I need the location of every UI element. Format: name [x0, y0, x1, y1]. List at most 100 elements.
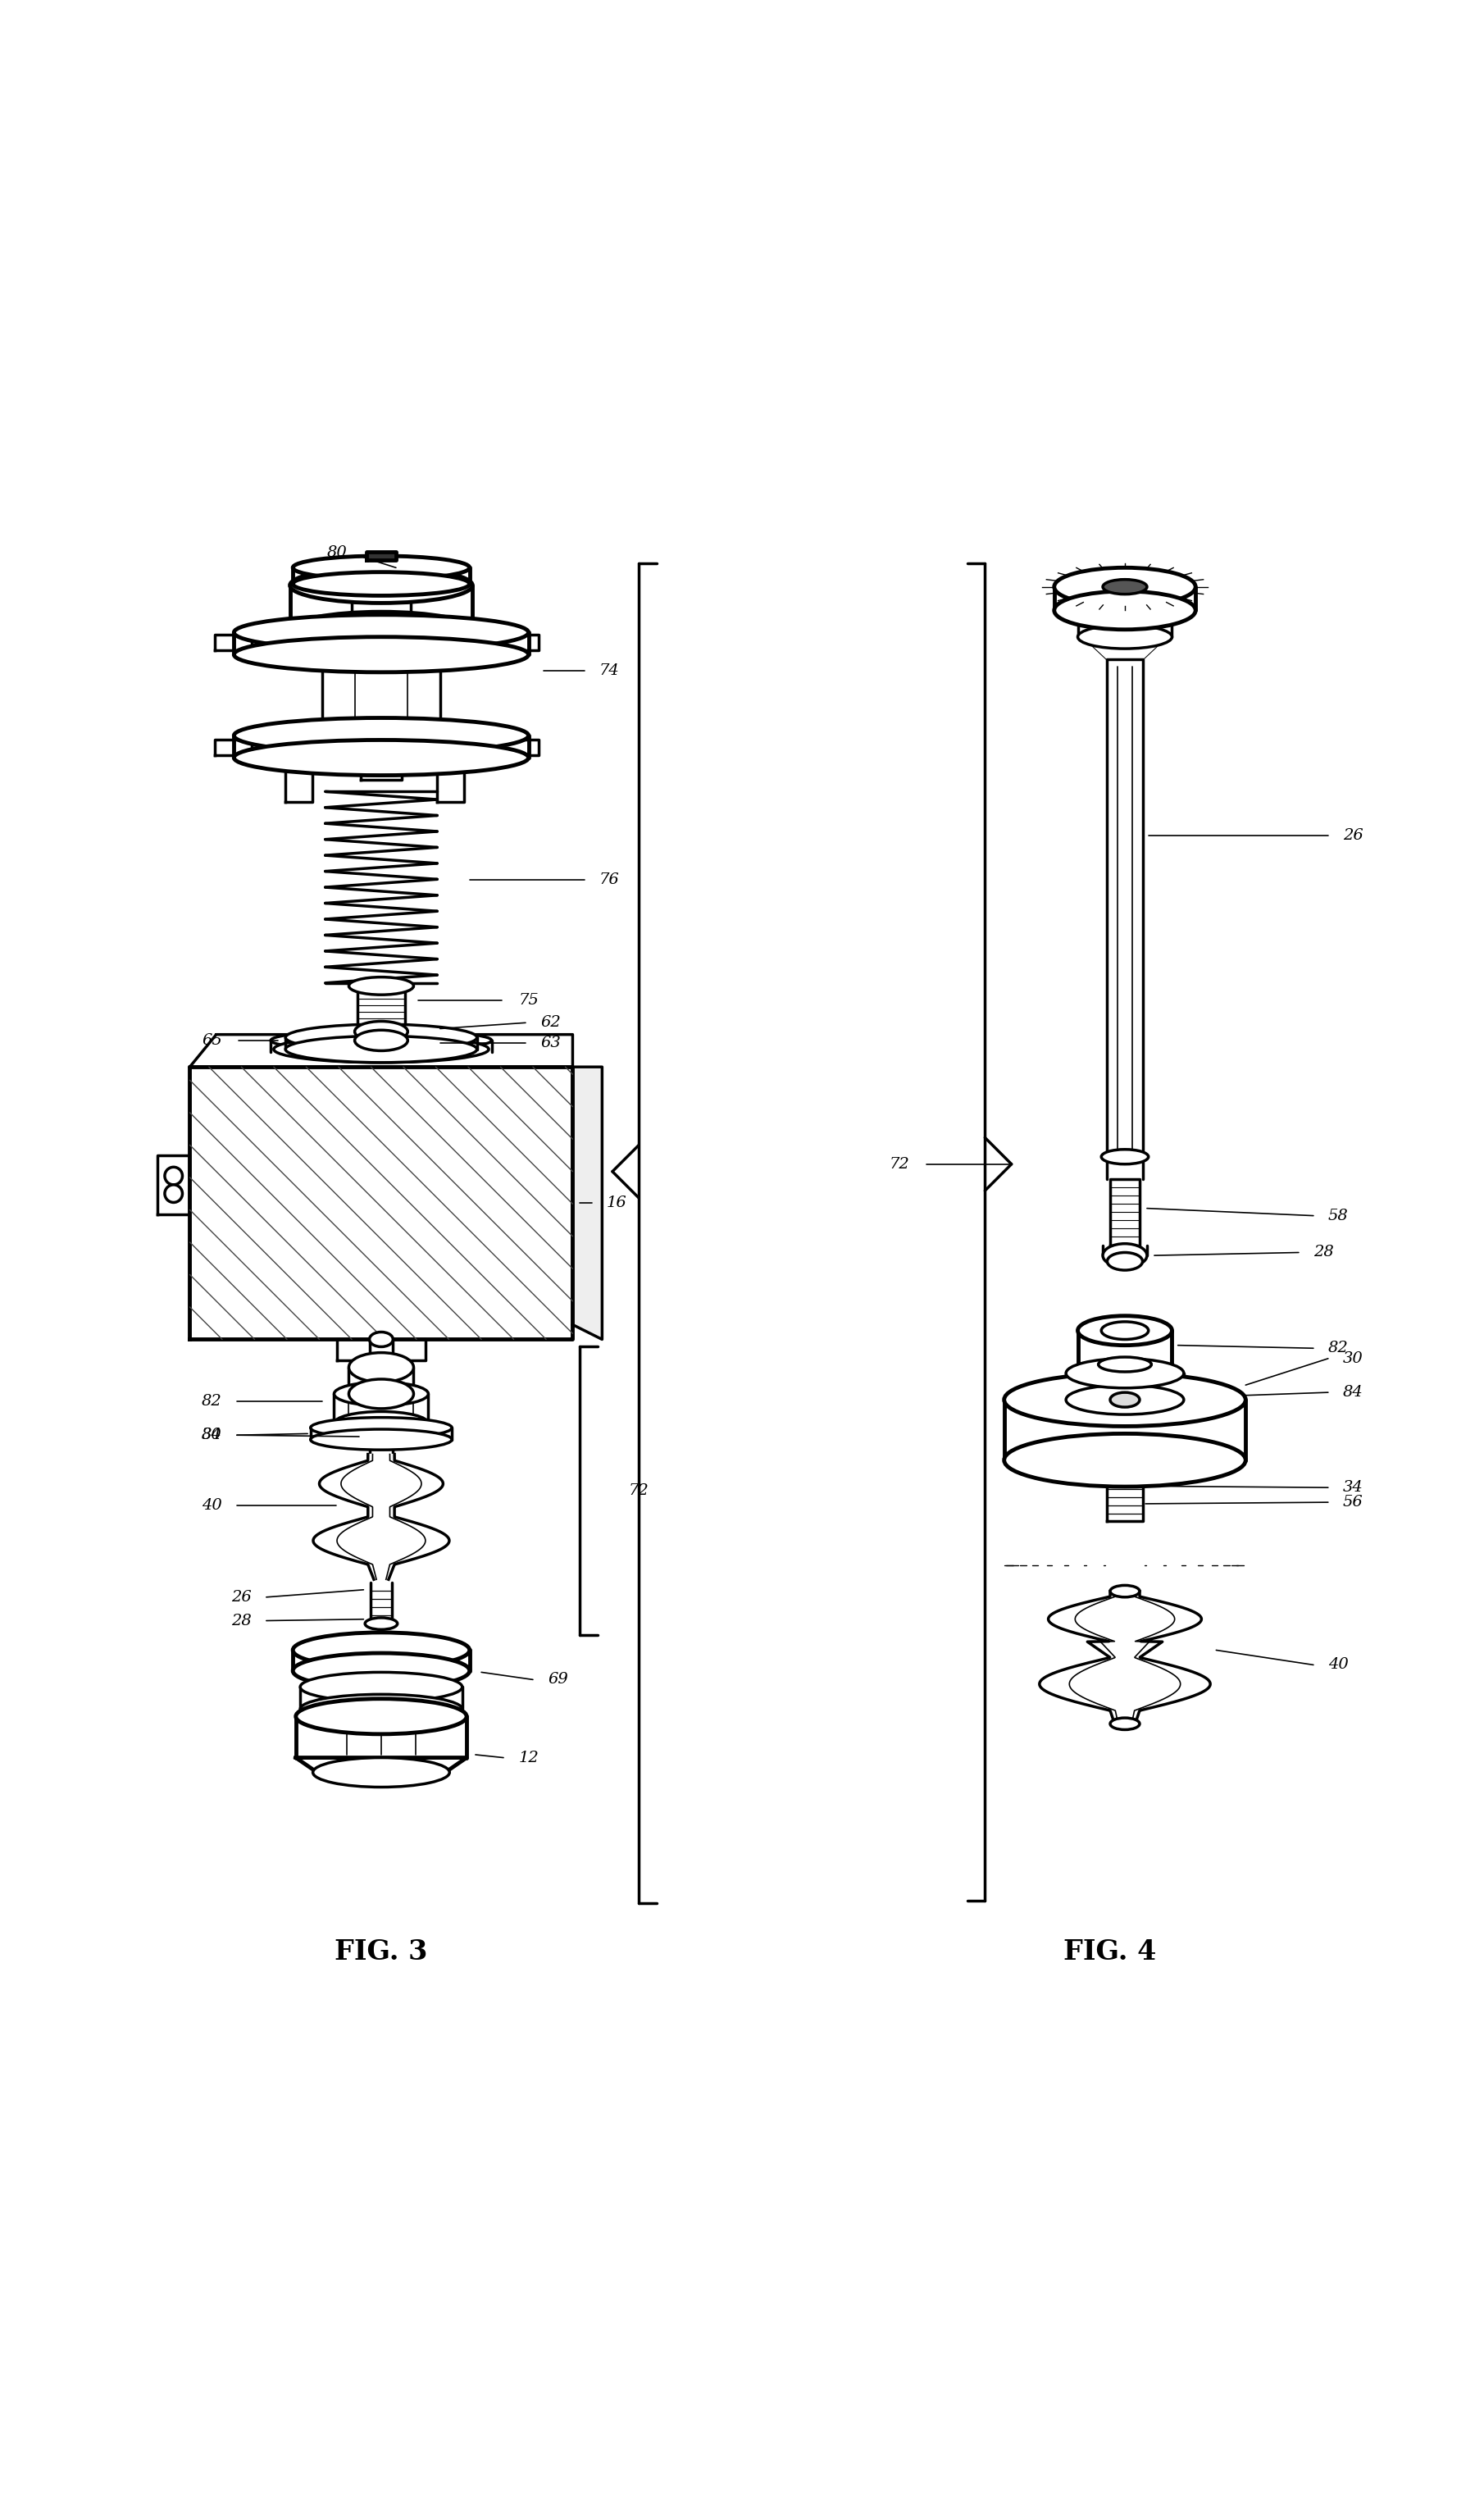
Ellipse shape — [289, 611, 472, 646]
Ellipse shape — [285, 1025, 476, 1050]
Ellipse shape — [165, 1167, 183, 1185]
Polygon shape — [502, 634, 539, 651]
Text: 76: 76 — [600, 872, 620, 887]
Polygon shape — [190, 1067, 573, 1340]
Ellipse shape — [349, 1380, 414, 1408]
Polygon shape — [1107, 659, 1143, 1157]
Ellipse shape — [1005, 1433, 1245, 1485]
Ellipse shape — [300, 1693, 462, 1723]
Ellipse shape — [1110, 1586, 1140, 1598]
Polygon shape — [215, 634, 252, 651]
Polygon shape — [573, 1067, 603, 1340]
Text: 28: 28 — [1313, 1245, 1334, 1260]
Text: 30: 30 — [202, 1428, 223, 1443]
Text: 75: 75 — [518, 994, 539, 1007]
Polygon shape — [1107, 1465, 1143, 1521]
Polygon shape — [337, 1340, 426, 1360]
Text: 40: 40 — [1328, 1658, 1349, 1673]
Ellipse shape — [1077, 1363, 1172, 1393]
Polygon shape — [358, 987, 405, 1037]
Text: 84: 84 — [1343, 1385, 1364, 1400]
Text: 30: 30 — [1343, 1350, 1364, 1365]
Ellipse shape — [1077, 626, 1172, 649]
Ellipse shape — [355, 1030, 408, 1050]
Polygon shape — [157, 1155, 190, 1215]
Ellipse shape — [349, 1353, 414, 1383]
Ellipse shape — [285, 1037, 476, 1062]
Ellipse shape — [1066, 1385, 1184, 1415]
Ellipse shape — [234, 739, 528, 777]
Ellipse shape — [313, 1759, 450, 1786]
Polygon shape — [215, 739, 252, 757]
Ellipse shape — [234, 719, 528, 754]
Polygon shape — [502, 739, 539, 757]
Ellipse shape — [234, 636, 528, 671]
Text: 16: 16 — [607, 1195, 626, 1210]
Text: FIG. 4: FIG. 4 — [1064, 1939, 1156, 1966]
Ellipse shape — [1101, 1323, 1149, 1340]
Ellipse shape — [234, 614, 528, 651]
Text: 40: 40 — [202, 1498, 223, 1513]
Text: 72: 72 — [889, 1157, 910, 1172]
Polygon shape — [367, 551, 396, 561]
Polygon shape — [322, 654, 441, 731]
Ellipse shape — [1066, 1358, 1184, 1388]
Polygon shape — [361, 757, 402, 779]
Ellipse shape — [1005, 1373, 1245, 1425]
Ellipse shape — [270, 1030, 491, 1050]
Polygon shape — [313, 1455, 450, 1581]
Text: 82: 82 — [202, 1393, 223, 1408]
Polygon shape — [1110, 1180, 1140, 1245]
Ellipse shape — [1098, 1358, 1152, 1373]
Ellipse shape — [355, 1022, 408, 1042]
Polygon shape — [438, 757, 463, 802]
Text: 82: 82 — [1328, 1340, 1349, 1355]
Polygon shape — [285, 757, 312, 802]
Ellipse shape — [1103, 1242, 1147, 1268]
Text: 56: 56 — [1343, 1495, 1364, 1511]
Polygon shape — [322, 1671, 441, 1686]
Ellipse shape — [349, 977, 414, 994]
Ellipse shape — [1077, 1315, 1172, 1345]
Ellipse shape — [1054, 591, 1196, 629]
Ellipse shape — [1107, 1252, 1143, 1270]
Text: 84: 84 — [202, 1428, 223, 1443]
Text: 58: 58 — [1328, 1207, 1349, 1222]
Bar — [190, 1067, 573, 1340]
Ellipse shape — [370, 1333, 393, 1348]
Ellipse shape — [334, 1410, 429, 1435]
Polygon shape — [295, 1759, 466, 1774]
Text: 26: 26 — [232, 1591, 251, 1606]
Ellipse shape — [292, 1633, 469, 1668]
Text: 12: 12 — [518, 1751, 539, 1766]
Ellipse shape — [1054, 569, 1196, 606]
Text: 72: 72 — [629, 1483, 649, 1498]
Ellipse shape — [310, 1430, 453, 1450]
Text: 63: 63 — [540, 1037, 561, 1050]
Ellipse shape — [300, 1673, 462, 1701]
Ellipse shape — [1077, 599, 1172, 621]
Ellipse shape — [292, 556, 469, 579]
Ellipse shape — [1103, 579, 1147, 594]
Ellipse shape — [289, 569, 472, 604]
Polygon shape — [1083, 636, 1166, 659]
Ellipse shape — [1101, 1150, 1149, 1165]
Text: 65: 65 — [202, 1032, 223, 1047]
Text: 28: 28 — [232, 1613, 251, 1628]
Ellipse shape — [1110, 1393, 1140, 1408]
Ellipse shape — [334, 1383, 429, 1405]
Polygon shape — [1039, 1591, 1211, 1723]
Text: 80: 80 — [326, 546, 347, 561]
Polygon shape — [190, 1035, 573, 1067]
Ellipse shape — [165, 1185, 183, 1202]
Text: 34: 34 — [1343, 1480, 1364, 1495]
Text: 69: 69 — [548, 1673, 568, 1686]
Ellipse shape — [273, 1037, 488, 1062]
Text: 26: 26 — [1343, 829, 1364, 844]
Text: 62: 62 — [540, 1015, 561, 1030]
Ellipse shape — [365, 1618, 398, 1631]
Ellipse shape — [292, 1653, 469, 1688]
Text: FIG. 3: FIG. 3 — [335, 1939, 427, 1966]
Ellipse shape — [1110, 1718, 1140, 1728]
Text: 74: 74 — [600, 664, 620, 679]
